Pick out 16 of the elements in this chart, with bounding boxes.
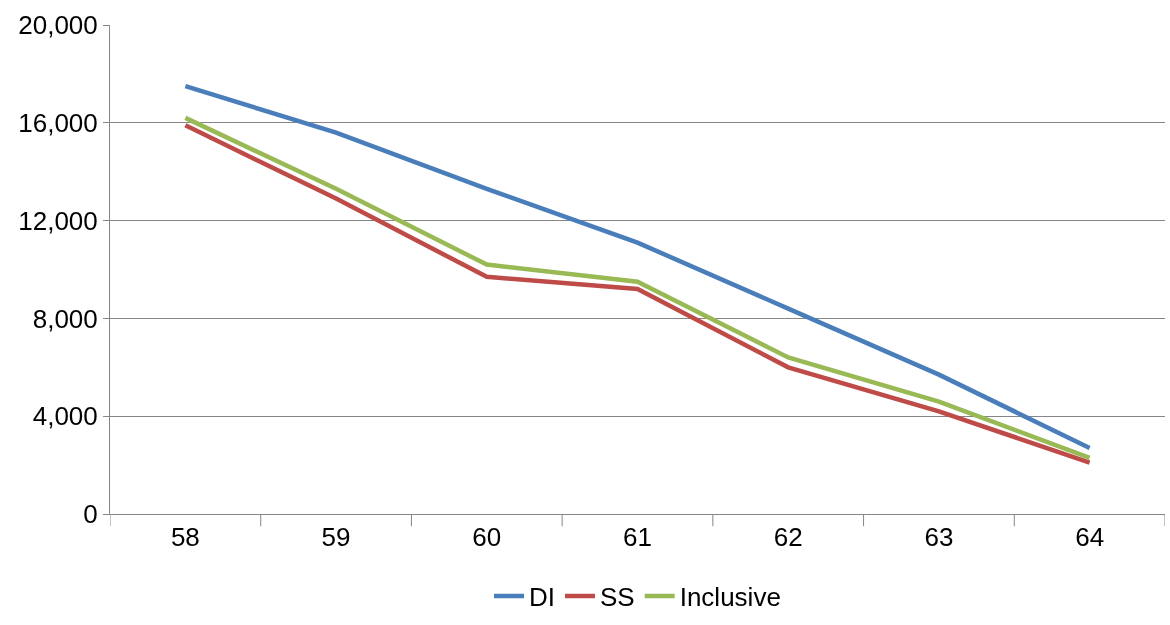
x-tick-label: 62 xyxy=(773,522,803,553)
y-tick-label: 12,000 xyxy=(18,205,98,236)
y-tick-label: 4,000 xyxy=(32,401,98,432)
x-tick-label: 58 xyxy=(170,522,200,553)
y-tick-label: 16,000 xyxy=(18,107,98,138)
x-tick-label: 64 xyxy=(1075,522,1105,553)
y-tick-label: 0 xyxy=(83,499,98,530)
legend-label: Inclusive xyxy=(679,582,781,613)
legend-label: SS xyxy=(600,582,635,613)
y-tick-label: 8,000 xyxy=(32,303,98,334)
x-tick-label: 59 xyxy=(321,522,351,553)
x-tick-label: 61 xyxy=(623,522,652,553)
legend-label: DI xyxy=(529,582,555,613)
x-tick-label: 60 xyxy=(472,522,502,553)
x-tick-label: 63 xyxy=(924,522,954,553)
y-tick-label: 20,000 xyxy=(18,10,98,41)
